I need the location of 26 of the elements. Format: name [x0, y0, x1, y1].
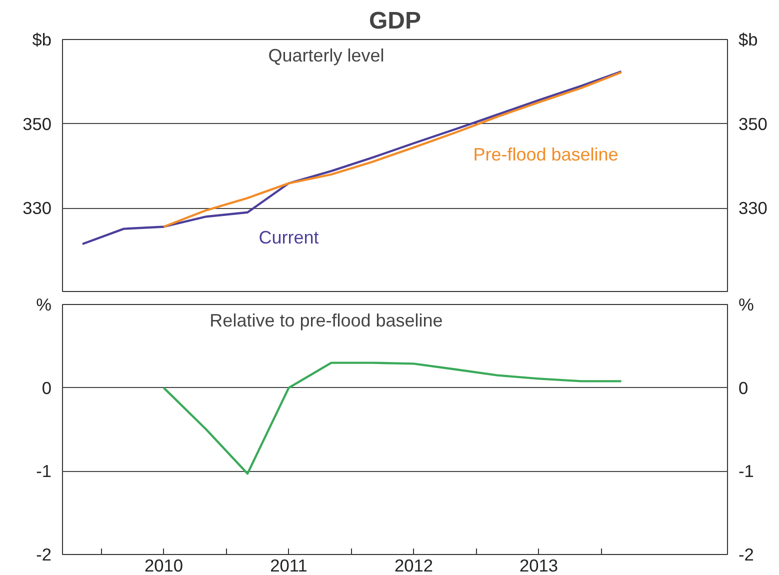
y2-tick-label: $b [738, 30, 758, 50]
x-tick-label: 2010 [144, 556, 184, 575]
y-tick-label: 350 [22, 114, 52, 134]
x-tick-label: 2012 [394, 556, 434, 575]
y-tick-label: % [36, 294, 52, 314]
y2-tick-label: 330 [738, 198, 768, 218]
y2-tick-label: -1 [738, 461, 754, 482]
y2-tick-label: -2 [738, 544, 754, 564]
x-tick-label: 2013 [519, 556, 558, 575]
y2-tick-label: 350 [738, 114, 768, 134]
y2-tick-label: % [738, 294, 754, 314]
y-tick-label: 0 [42, 378, 52, 398]
series-label: Pre-flood baseline [473, 144, 618, 164]
y-tick-label: -1 [36, 461, 52, 482]
line-series [81, 70, 622, 246]
y-tick-label: 330 [22, 198, 52, 218]
chart-subtitle: Quarterly level [268, 46, 384, 66]
series-label: Current [258, 227, 319, 248]
y-tick-label: $b [32, 30, 52, 50]
line-series [162, 362, 622, 475]
y2-tick-label: 0 [738, 378, 748, 398]
x-tick-label: 2011 [270, 556, 308, 575]
line-series [162, 71, 622, 228]
chart-title: GDP [368, 8, 422, 34]
y-tick-label: -2 [36, 544, 52, 564]
chart-title: Relative to pre-flood baseline [210, 310, 443, 330]
